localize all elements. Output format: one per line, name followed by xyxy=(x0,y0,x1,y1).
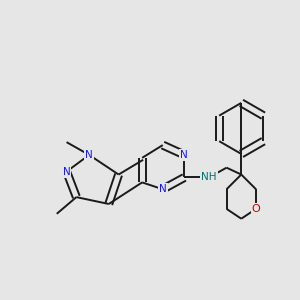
Text: O: O xyxy=(252,204,260,214)
Text: N: N xyxy=(181,150,188,160)
Text: N: N xyxy=(159,184,166,194)
Text: N: N xyxy=(85,150,93,160)
Text: NH: NH xyxy=(201,172,217,182)
Text: N: N xyxy=(63,167,70,177)
